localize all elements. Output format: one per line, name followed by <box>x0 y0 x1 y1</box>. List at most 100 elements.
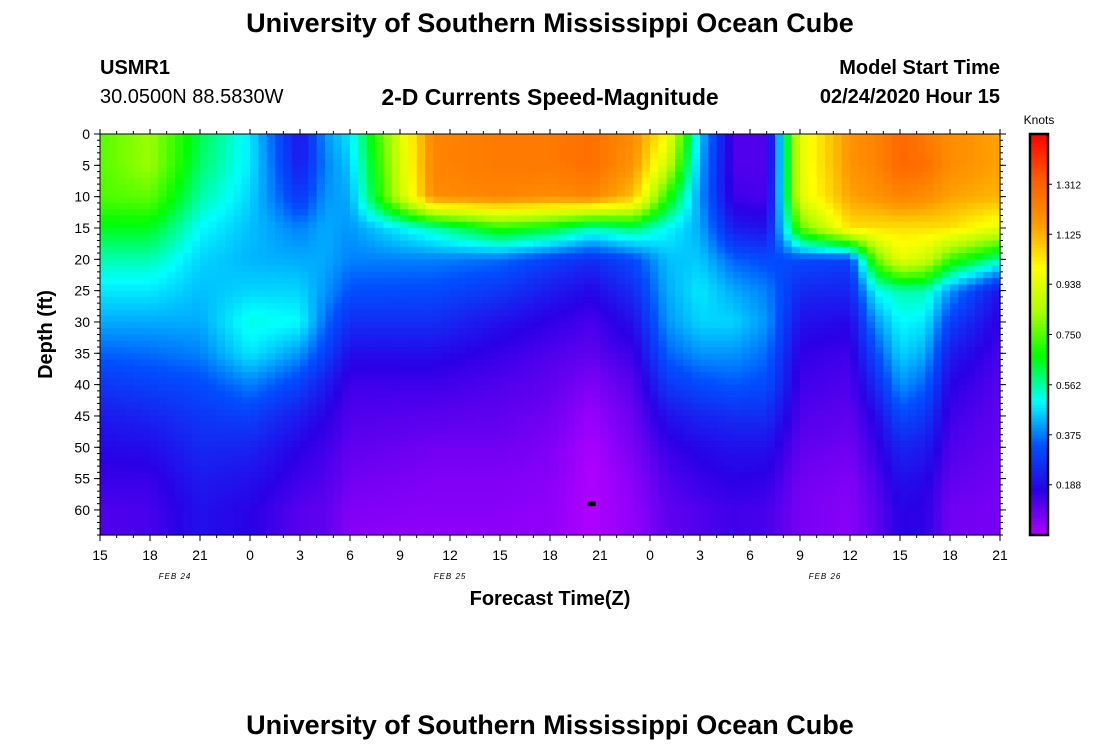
heatmap-cell <box>641 397 651 405</box>
heatmap-cell <box>975 334 984 342</box>
heatmap-cell <box>575 177 584 185</box>
heatmap-cell <box>391 152 401 160</box>
heatmap-cell <box>675 259 684 267</box>
heatmap-cell <box>916 315 926 323</box>
heatmap-cell <box>341 315 351 323</box>
heatmap-cell <box>666 284 676 292</box>
heatmap-cell <box>875 340 884 348</box>
heatmap-cell <box>966 253 976 260</box>
heatmap-cell <box>633 165 643 173</box>
heatmap-cell <box>416 177 426 185</box>
heatmap-cell <box>541 221 551 229</box>
heatmap-cell <box>691 334 701 342</box>
heatmap-cell <box>783 365 793 373</box>
heatmap-cell <box>975 321 984 329</box>
heatmap-cell <box>983 234 993 242</box>
heatmap-cell <box>641 347 651 354</box>
heatmap-cell <box>966 403 976 411</box>
heatmap-cell <box>458 309 468 317</box>
heatmap-cell <box>441 177 451 185</box>
heatmap-cell <box>916 152 926 160</box>
heatmap-cell <box>158 165 168 173</box>
heatmap-cell <box>500 384 509 392</box>
heatmap-cell <box>891 321 901 329</box>
heatmap-cell <box>675 390 684 398</box>
heatmap-cell <box>925 215 934 223</box>
heatmap-cell <box>108 284 118 292</box>
heatmap-cell <box>441 240 451 248</box>
heatmap-cell <box>616 190 626 198</box>
heatmap-cell <box>400 215 409 223</box>
heatmap-cell <box>658 246 668 254</box>
heatmap-cell <box>225 253 234 260</box>
heatmap-cell <box>233 265 243 273</box>
heatmap-cell <box>958 221 968 229</box>
heatmap-cell <box>958 152 968 160</box>
heatmap-cell <box>591 284 601 292</box>
heatmap-cell <box>433 321 443 329</box>
heatmap-cell <box>216 378 226 386</box>
heatmap-cell <box>525 315 534 323</box>
heatmap-cell <box>725 165 734 173</box>
heatmap-cell <box>833 184 843 191</box>
heatmap-cell <box>675 347 684 354</box>
heatmap-cell <box>633 353 643 361</box>
heatmap-cell <box>208 146 218 154</box>
heatmap-cell <box>700 240 709 248</box>
heatmap-cell <box>116 159 126 166</box>
heatmap-cell <box>450 321 459 329</box>
heatmap-cell <box>308 184 318 191</box>
heatmap-cell <box>566 265 576 273</box>
heatmap-cell <box>308 253 318 260</box>
heatmap-cell <box>541 353 551 361</box>
heatmap-cell <box>908 134 918 141</box>
heatmap-cell <box>800 159 809 166</box>
heatmap-cell <box>316 365 326 373</box>
heatmap-cell <box>550 234 559 242</box>
heatmap-cell <box>533 365 543 373</box>
heatmap-cell <box>691 390 701 398</box>
heatmap-cell <box>666 353 676 361</box>
heatmap-cell <box>233 290 243 298</box>
heatmap-cell <box>783 403 793 411</box>
heatmap-cell <box>316 134 326 141</box>
heatmap-cell <box>800 284 809 292</box>
heatmap-cell <box>575 134 584 141</box>
heatmap-cell <box>225 340 234 348</box>
heatmap-cell <box>566 284 576 292</box>
heatmap-cell <box>825 234 834 242</box>
heatmap-cell <box>625 284 634 292</box>
heatmap-cell <box>150 353 159 361</box>
heatmap-cell <box>600 140 609 148</box>
heatmap-cell <box>625 246 634 254</box>
heatmap-cell <box>883 390 893 398</box>
heatmap-cell <box>816 171 826 179</box>
heatmap-cell <box>433 246 443 254</box>
heatmap-cell <box>325 159 334 166</box>
heatmap-cell <box>516 227 526 235</box>
heatmap-cell <box>575 353 584 361</box>
heatmap-cell <box>658 278 668 285</box>
heatmap-cell <box>316 290 326 298</box>
heatmap-cell <box>716 259 726 267</box>
heatmap-cell <box>950 378 959 386</box>
heatmap-cell <box>983 309 993 317</box>
heatmap-cell <box>108 378 118 386</box>
heatmap-cell <box>741 397 751 405</box>
heatmap-cell <box>791 309 801 317</box>
heatmap-cell <box>775 390 784 398</box>
heatmap-cell <box>616 359 626 367</box>
heatmap-cell <box>100 397 109 405</box>
heatmap-cell <box>975 415 984 423</box>
heatmap-cell <box>341 134 351 141</box>
heatmap-cell <box>100 265 109 273</box>
heatmap-cell <box>366 227 376 235</box>
heatmap-cell <box>291 196 301 204</box>
heatmap-cell <box>341 215 351 223</box>
heatmap-cell <box>983 296 993 304</box>
heatmap-cell <box>241 372 251 379</box>
heatmap-cell <box>341 334 351 342</box>
heatmap-cell <box>425 315 434 323</box>
heatmap-cell <box>750 315 759 323</box>
heatmap-cell <box>425 152 434 160</box>
